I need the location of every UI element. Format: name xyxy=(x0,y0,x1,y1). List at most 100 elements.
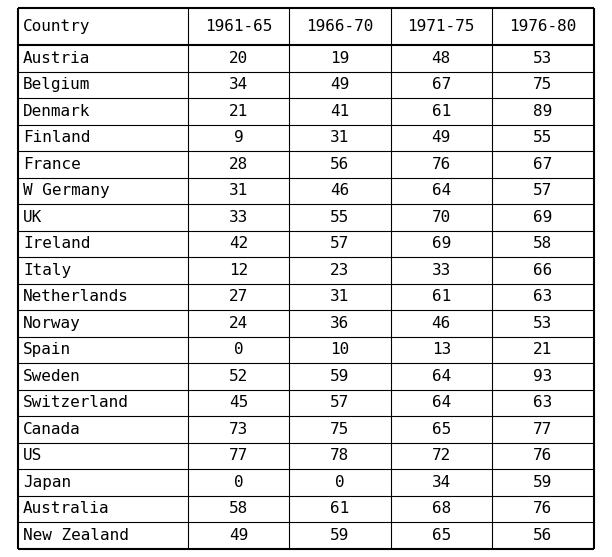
Text: 24: 24 xyxy=(229,316,248,331)
Text: 42: 42 xyxy=(229,236,248,251)
Text: Netherlands: Netherlands xyxy=(23,290,129,304)
Text: 77: 77 xyxy=(533,422,553,437)
Text: 61: 61 xyxy=(330,501,349,516)
Text: US: US xyxy=(23,448,42,463)
Text: 70: 70 xyxy=(431,210,451,225)
Text: 28: 28 xyxy=(229,157,248,172)
Text: 21: 21 xyxy=(533,343,553,358)
Text: 27: 27 xyxy=(229,290,248,304)
Text: 53: 53 xyxy=(533,51,553,66)
Text: Australia: Australia xyxy=(23,501,110,516)
Text: 45: 45 xyxy=(229,395,248,411)
Text: France: France xyxy=(23,157,81,172)
Text: Switzerland: Switzerland xyxy=(23,395,129,411)
Text: 10: 10 xyxy=(330,343,349,358)
Text: 55: 55 xyxy=(533,130,553,145)
Text: 89: 89 xyxy=(533,104,553,119)
Text: 33: 33 xyxy=(229,210,248,225)
Text: Denmark: Denmark xyxy=(23,104,91,119)
Text: 12: 12 xyxy=(229,263,248,278)
Text: 61: 61 xyxy=(431,104,451,119)
Text: Ireland: Ireland xyxy=(23,236,91,251)
Text: UK: UK xyxy=(23,210,42,225)
Text: 33: 33 xyxy=(431,263,451,278)
Text: 48: 48 xyxy=(431,51,451,66)
Text: 75: 75 xyxy=(330,422,349,437)
Text: 69: 69 xyxy=(533,210,553,225)
Text: 76: 76 xyxy=(533,448,553,463)
Text: 77: 77 xyxy=(229,448,248,463)
Text: 55: 55 xyxy=(330,210,349,225)
Text: 56: 56 xyxy=(533,528,553,543)
Text: 52: 52 xyxy=(229,369,248,384)
Text: 20: 20 xyxy=(229,51,248,66)
Text: 73: 73 xyxy=(229,422,248,437)
Text: 49: 49 xyxy=(431,130,451,145)
Text: Belgium: Belgium xyxy=(23,77,91,92)
Text: 0: 0 xyxy=(234,475,244,490)
Text: 0: 0 xyxy=(335,475,345,490)
Text: 57: 57 xyxy=(330,236,349,251)
Text: 68: 68 xyxy=(431,501,451,516)
Text: 31: 31 xyxy=(229,183,248,198)
Text: 58: 58 xyxy=(229,501,248,516)
Text: 65: 65 xyxy=(431,422,451,437)
Text: 34: 34 xyxy=(229,77,248,92)
Text: Japan: Japan xyxy=(23,475,71,490)
Text: 36: 36 xyxy=(330,316,349,331)
Text: 23: 23 xyxy=(330,263,349,278)
Text: 31: 31 xyxy=(330,290,349,304)
Text: 64: 64 xyxy=(431,369,451,384)
Text: 67: 67 xyxy=(431,77,451,92)
Text: 57: 57 xyxy=(330,395,349,411)
Text: 46: 46 xyxy=(431,316,451,331)
Text: 9: 9 xyxy=(234,130,244,145)
Text: 41: 41 xyxy=(330,104,349,119)
Text: 49: 49 xyxy=(229,528,248,543)
Text: 78: 78 xyxy=(330,448,349,463)
Text: 63: 63 xyxy=(533,395,553,411)
Text: 93: 93 xyxy=(533,369,553,384)
Text: 69: 69 xyxy=(431,236,451,251)
Text: 13: 13 xyxy=(431,343,451,358)
Text: 21: 21 xyxy=(229,104,248,119)
Text: 1961-65: 1961-65 xyxy=(205,19,272,34)
Text: Norway: Norway xyxy=(23,316,81,331)
Text: 64: 64 xyxy=(431,395,451,411)
Text: 67: 67 xyxy=(533,157,553,172)
Text: 57: 57 xyxy=(533,183,553,198)
Text: 76: 76 xyxy=(533,501,553,516)
Text: 59: 59 xyxy=(330,528,349,543)
Text: 19: 19 xyxy=(330,51,349,66)
Text: 61: 61 xyxy=(431,290,451,304)
Text: W Germany: W Germany xyxy=(23,183,110,198)
Text: 49: 49 xyxy=(330,77,349,92)
Text: 59: 59 xyxy=(330,369,349,384)
Text: 56: 56 xyxy=(330,157,349,172)
Text: 34: 34 xyxy=(431,475,451,490)
Text: Italy: Italy xyxy=(23,263,71,278)
Text: New Zealand: New Zealand xyxy=(23,528,129,543)
Text: Spain: Spain xyxy=(23,343,71,358)
Text: 76: 76 xyxy=(431,157,451,172)
Text: 1971-75: 1971-75 xyxy=(408,19,475,34)
Text: Country: Country xyxy=(23,19,91,34)
Text: 65: 65 xyxy=(431,528,451,543)
Text: 63: 63 xyxy=(533,290,553,304)
Text: 1966-70: 1966-70 xyxy=(306,19,374,34)
Text: 66: 66 xyxy=(533,263,553,278)
Text: 72: 72 xyxy=(431,448,451,463)
Text: Sweden: Sweden xyxy=(23,369,81,384)
Text: 53: 53 xyxy=(533,316,553,331)
Text: 46: 46 xyxy=(330,183,349,198)
Text: 0: 0 xyxy=(234,343,244,358)
Text: 75: 75 xyxy=(533,77,553,92)
Text: Austria: Austria xyxy=(23,51,91,66)
Text: 1976-80: 1976-80 xyxy=(509,19,577,34)
Text: 31: 31 xyxy=(330,130,349,145)
Text: Finland: Finland xyxy=(23,130,91,145)
Text: 59: 59 xyxy=(533,475,553,490)
Text: 64: 64 xyxy=(431,183,451,198)
Text: 58: 58 xyxy=(533,236,553,251)
Text: Canada: Canada xyxy=(23,422,81,437)
